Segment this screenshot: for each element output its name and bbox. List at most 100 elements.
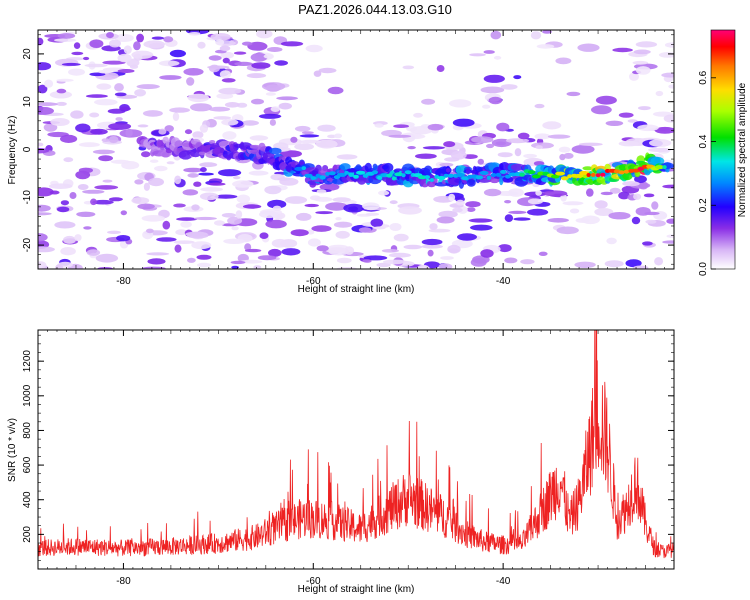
- signal-blob: [502, 176, 514, 183]
- y-tick-label: 1200: [22, 350, 33, 373]
- signal-core: [437, 176, 446, 180]
- noise-blob: [421, 98, 436, 105]
- noise-blob: [102, 179, 113, 183]
- noise-blob: [90, 198, 97, 206]
- noise-blob: [223, 238, 246, 244]
- noise-blob: [301, 131, 314, 135]
- signal-core: [532, 174, 541, 179]
- signal-core: [574, 173, 584, 178]
- noise-blob: [594, 200, 608, 209]
- snr-ylabel: SNR (10 * v/v): [7, 418, 18, 482]
- x-tick-label: -40: [496, 576, 511, 587]
- colorbar-tick-label: 0.4: [698, 134, 709, 148]
- noise-blob: [422, 146, 445, 150]
- noise-blob: [618, 191, 630, 200]
- signal-core: [613, 169, 621, 174]
- noise-blob: [61, 62, 81, 66]
- noise-blob: [635, 207, 651, 216]
- noise-blob: [56, 78, 74, 82]
- noise-blob: [480, 249, 494, 258]
- noise-blob: [600, 191, 613, 196]
- noise-blob: [536, 44, 555, 49]
- noise-blob: [98, 155, 113, 162]
- noise-blob: [82, 189, 105, 194]
- noise-blob: [272, 205, 282, 211]
- noise-blob: [230, 260, 246, 265]
- noise-blob: [504, 257, 518, 264]
- noise-blob: [383, 259, 407, 265]
- noise-blob: [327, 86, 344, 95]
- noise-blob: [535, 145, 543, 150]
- noise-blob: [235, 210, 243, 219]
- noise-blob: [63, 235, 76, 244]
- signal-blob: [178, 150, 193, 160]
- noise-blob: [231, 265, 240, 269]
- noise-blob: [114, 92, 127, 97]
- noise-blob: [311, 225, 332, 232]
- noise-blob: [666, 234, 674, 238]
- noise-blob: [106, 31, 114, 39]
- noise-blob: [633, 265, 649, 269]
- noise-blob: [49, 190, 60, 195]
- noise-blob: [562, 201, 584, 206]
- noise-blob: [642, 241, 653, 246]
- noise-blob: [290, 229, 309, 237]
- signal-core: [325, 171, 330, 176]
- y-tick-label: -20: [22, 237, 33, 252]
- noise-blob: [547, 134, 571, 139]
- noise-blob: [577, 43, 600, 52]
- signal-blob: [383, 162, 394, 173]
- noise-blob: [333, 221, 353, 228]
- noise-blob: [236, 194, 251, 204]
- noise-blob: [55, 264, 64, 269]
- noise-blob: [336, 257, 352, 264]
- noise-blob: [488, 96, 503, 105]
- noise-blob: [136, 33, 145, 43]
- noise-blob: [54, 38, 77, 42]
- noise-blob: [193, 181, 202, 187]
- noise-blob: [158, 128, 167, 135]
- noise-blob: [233, 51, 247, 55]
- noise-blob: [186, 77, 195, 86]
- signal-core: [372, 170, 378, 175]
- noise-blob: [196, 254, 212, 260]
- signal-blob: [650, 156, 665, 166]
- noise-blob: [629, 72, 639, 81]
- signal-core: [595, 173, 601, 178]
- signal-core: [328, 171, 336, 176]
- noise-blob: [421, 244, 443, 249]
- signal-core: [579, 170, 589, 175]
- noise-blob: [542, 121, 562, 130]
- noise-blob: [74, 234, 82, 242]
- noise-blob: [523, 153, 537, 159]
- noise-blob: [109, 39, 121, 48]
- signal-blob: [357, 175, 367, 185]
- signal-core: [401, 173, 406, 178]
- noise-blob: [71, 51, 84, 56]
- noise-blob: [666, 218, 674, 224]
- noise-blob: [89, 39, 104, 48]
- noise-blob: [440, 256, 454, 260]
- noise-blob: [319, 183, 340, 191]
- noise-blob: [77, 184, 89, 190]
- noise-blob: [78, 142, 100, 148]
- noise-blob: [89, 112, 100, 118]
- noise-blob: [94, 99, 118, 106]
- noise-blob: [244, 248, 262, 253]
- noise-blob: [258, 113, 282, 119]
- spectrogram-ylabel: Frequency (Hz): [7, 116, 18, 185]
- noise-blob: [249, 135, 269, 141]
- signal-core: [623, 169, 630, 174]
- noise-blob: [38, 187, 54, 197]
- noise-blob: [188, 32, 201, 36]
- signal-core: [505, 174, 511, 179]
- noise-blob: [436, 65, 445, 72]
- signal-core: [527, 170, 536, 175]
- noise-blob: [514, 148, 522, 157]
- noise-blob: [558, 146, 571, 153]
- noise-blob: [38, 233, 48, 242]
- noise-blob: [108, 136, 119, 143]
- noise-blob: [265, 92, 276, 96]
- noise-blob: [108, 197, 123, 202]
- noise-blob: [98, 69, 112, 74]
